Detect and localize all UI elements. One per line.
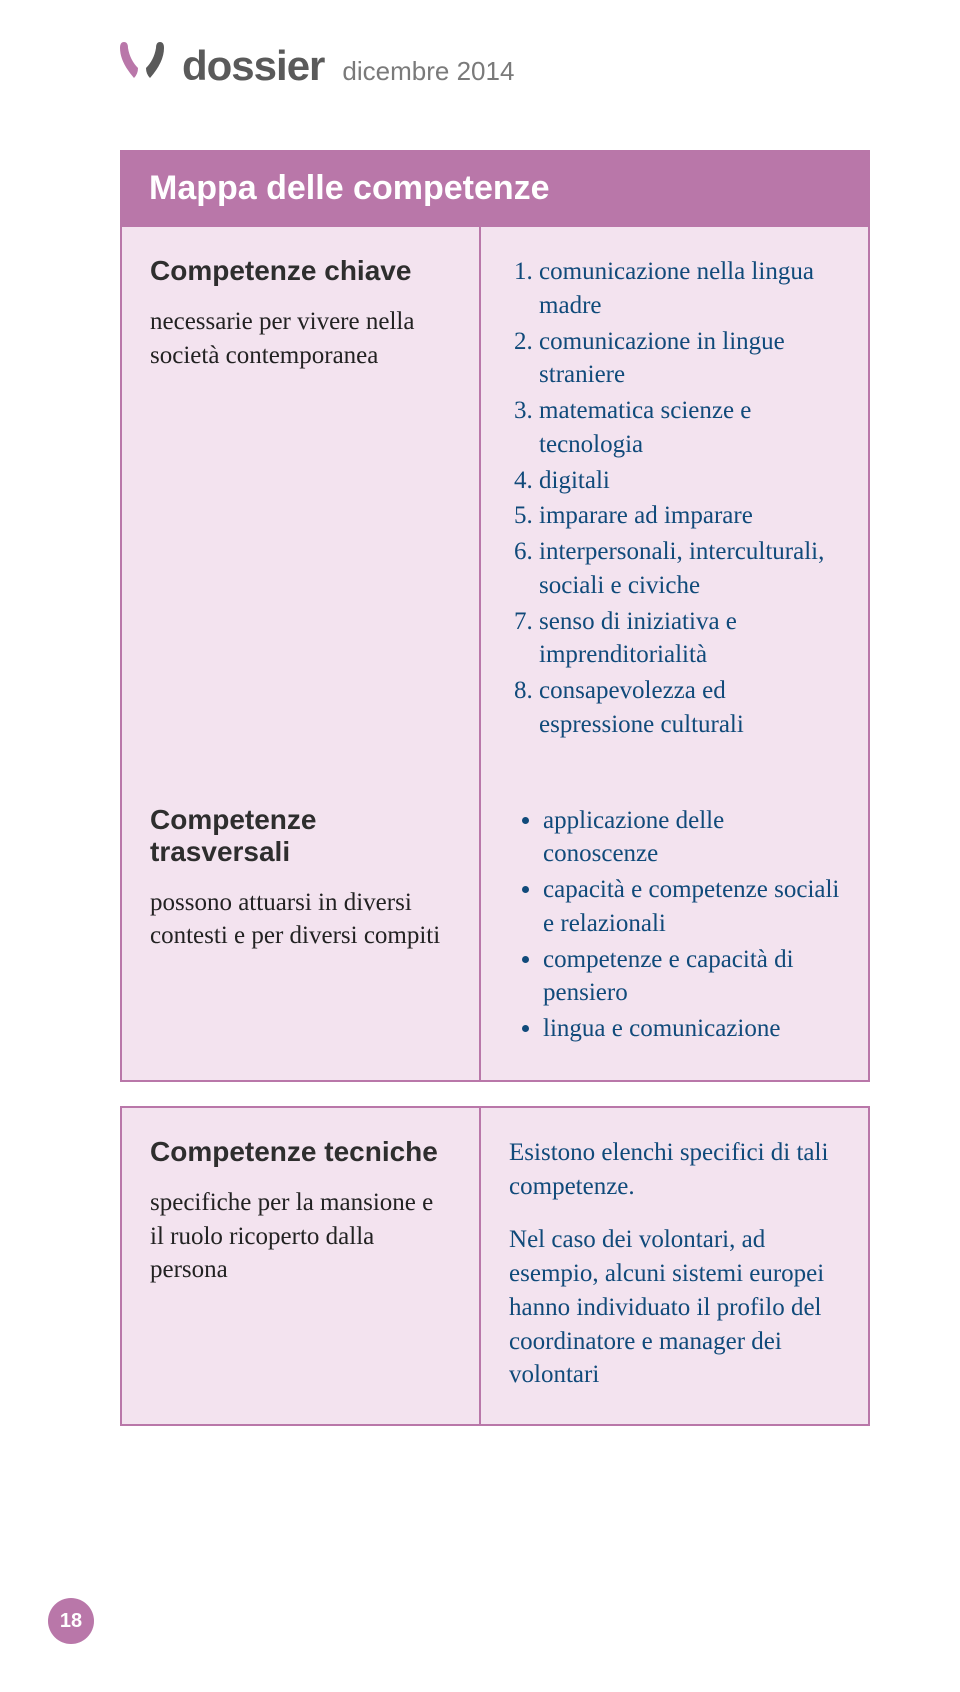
cell-transversal-list: applicazione delle conoscenzecapacità e …: [480, 776, 869, 1081]
cell-key-competences-list: comunicazione nella lingua madrecomunica…: [480, 227, 869, 776]
cell-key-competences: Competenze chiave necessarie per vivere …: [121, 227, 480, 776]
paragraph: Nel caso dei volontari, ad esempio, alcu…: [509, 1223, 840, 1392]
brand-text: dossier: [182, 42, 324, 90]
list-item: capacità e competenze sociali e relazion…: [543, 873, 840, 941]
subheading: Competenze tecniche: [150, 1136, 451, 1168]
paragraph: Esistono elenchi specifici di tali compe…: [509, 1136, 840, 1204]
page-header: dossier dicembre 2014: [120, 40, 870, 90]
subheading: Competenze chiave: [150, 255, 451, 287]
issue-date: dicembre 2014: [342, 56, 514, 87]
section-title: Mappa delle competenze: [120, 150, 870, 227]
unordered-list: applicazione delle conoscenzecapacità e …: [509, 804, 840, 1046]
page: dossier dicembre 2014 Mappa delle compet…: [0, 0, 960, 1692]
list-item: digitali: [539, 464, 840, 498]
cell-technical: Competenze tecniche specifiche per la ma…: [121, 1107, 480, 1425]
cell-technical-desc: Esistono elenchi specifici di tali compe…: [480, 1107, 869, 1425]
list-item: applicazione delle conoscenze: [543, 804, 840, 872]
page-number-badge: 18: [48, 1598, 94, 1644]
body-text: necessarie per vivere nella società cont…: [150, 305, 451, 373]
list-item: matematica scienze e tecnologia: [539, 394, 840, 462]
list-item: competenze e capacità di pensiero: [543, 943, 840, 1011]
table-row: Competenze tecniche specifiche per la ma…: [121, 1107, 869, 1425]
list-item: comunicazione in lingue straniere: [539, 325, 840, 393]
page-number: 18: [60, 1610, 82, 1633]
list-item: imparare ad imparare: [539, 499, 840, 533]
body-text: possono attuarsi in diversi contesti e p…: [150, 886, 451, 954]
list-item: consapevolezza ed espressione culturali: [539, 674, 840, 742]
list-item: senso di iniziativa e imprenditorialità: [539, 605, 840, 673]
table-row: Competenze chiave necessarie per vivere …: [121, 227, 869, 776]
list-item: comunicazione nella lingua madre: [539, 255, 840, 323]
list-item: lingua e comunicazione: [543, 1012, 840, 1046]
body-text: specifiche per la mansione e il ruolo ri…: [150, 1186, 451, 1287]
competence-table-upper: Competenze chiave necessarie per vivere …: [120, 227, 870, 1082]
table-row: Competenze trasversali possono attuarsi …: [121, 776, 869, 1081]
subheading: Competenze trasversali: [150, 804, 451, 868]
logo-icon: [120, 40, 164, 80]
ordered-list: comunicazione nella lingua madrecomunica…: [509, 255, 840, 742]
spacer: [120, 1082, 870, 1106]
cell-transversal: Competenze trasversali possono attuarsi …: [121, 776, 480, 1081]
list-item: interpersonali, interculturali, sociali …: [539, 535, 840, 603]
competence-table-lower: Competenze tecniche specifiche per la ma…: [120, 1106, 870, 1426]
